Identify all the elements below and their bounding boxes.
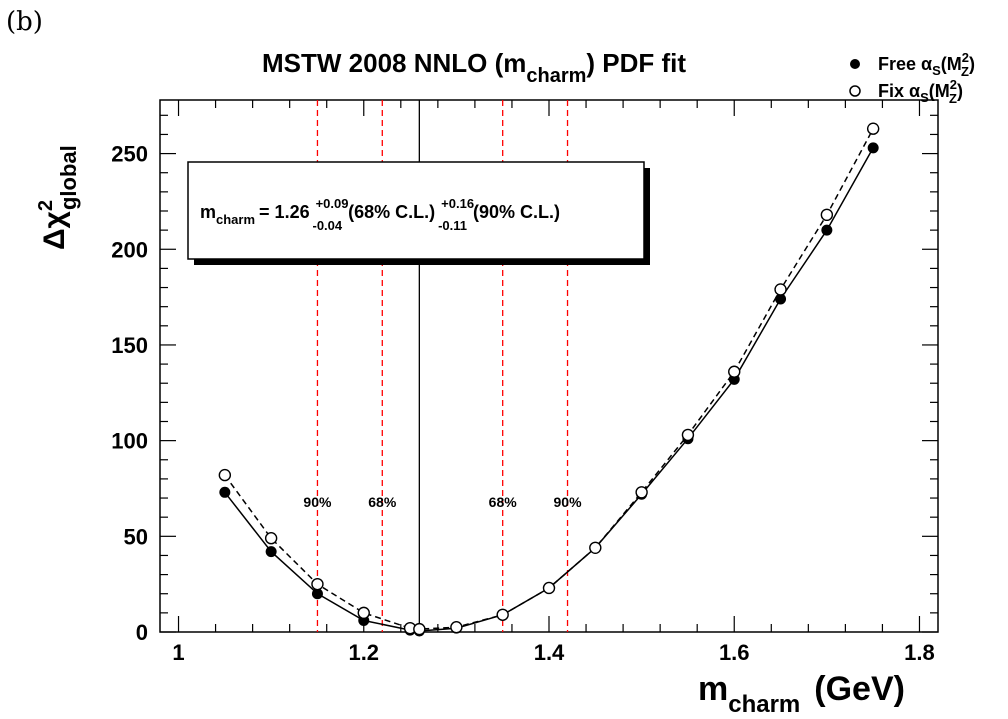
series-fix-point: [820, 208, 834, 222]
series-free-point: [775, 293, 787, 305]
series-fix-point: [357, 606, 370, 620]
legend-free-marker: [850, 59, 860, 69]
y-tick-label: 250: [111, 142, 148, 167]
series-free-point: [265, 546, 277, 558]
y-tick-label: 0: [136, 620, 148, 645]
series-free-point: [821, 224, 833, 236]
series-fix-line: [224, 128, 874, 630]
series-free-line: [224, 147, 874, 632]
series-fix-point: [413, 622, 426, 636]
series-fix-point: [681, 428, 695, 442]
y-tick-label: 200: [111, 237, 148, 262]
legend-fix-marker: [849, 85, 861, 97]
series-fix-point: [866, 122, 880, 135]
result-text: mcharm = 1.26 +0.09 -0.04(68% C.L.) +0.16 -0.…: [200, 196, 560, 233]
legend-fix-label: Fix αS(M2 Z): [878, 77, 963, 106]
series-fix-point: [589, 541, 602, 554]
y-tick-label: 50: [124, 524, 148, 549]
result-box-frame: [187, 161, 645, 260]
cl-label: 68%: [368, 494, 397, 510]
x-axis-title: mcharm (GeV): [698, 670, 905, 718]
legend: Free αS(M2 Z) Fix αS(M2 Z): [849, 50, 975, 106]
chart-title: MSTW 2008 NNLO (mcharm) PDF fit: [262, 48, 686, 87]
series-free-point: [867, 142, 879, 154]
series-fix-point: [450, 621, 463, 634]
y-tick-label: 150: [111, 333, 148, 358]
y-tick-label: 100: [111, 429, 148, 454]
x-tick-label: 1: [172, 640, 184, 665]
series-free-point: [219, 486, 231, 498]
x-tick-label: 1.8: [904, 640, 935, 665]
series-fix-point: [635, 486, 648, 499]
plot-area: 1 1.2 1.4 1.6 1.8 0 50 100 150 200 250 90% 68% 68% 90%: [111, 99, 939, 665]
panel-label: (b): [6, 7, 43, 37]
series-fix-point: [542, 581, 556, 595]
series-fix-point: [264, 532, 278, 545]
cl-label: 90%: [303, 494, 332, 510]
series-fix-point: [728, 365, 741, 378]
series-fix-point: [218, 468, 232, 482]
cl-label: 90%: [554, 494, 583, 510]
cl-label: 68%: [489, 494, 518, 510]
series-free-point: [311, 588, 323, 600]
y-axis-title: Δχ2global: [35, 145, 81, 250]
series-fix-point: [774, 283, 787, 296]
series-fix-point: [311, 577, 324, 591]
series-fix-point: [496, 608, 509, 621]
result-box: mcharm = 1.26 +0.09 -0.04(68% C.L.) +0.16 -0.…: [187, 161, 650, 265]
legend-free-label: Free αS(M2 Z): [878, 50, 975, 79]
x-tick-label: 1.6: [719, 640, 750, 665]
x-tick-label: 1.4: [534, 640, 565, 665]
x-tick-label: 1.2: [348, 640, 379, 665]
